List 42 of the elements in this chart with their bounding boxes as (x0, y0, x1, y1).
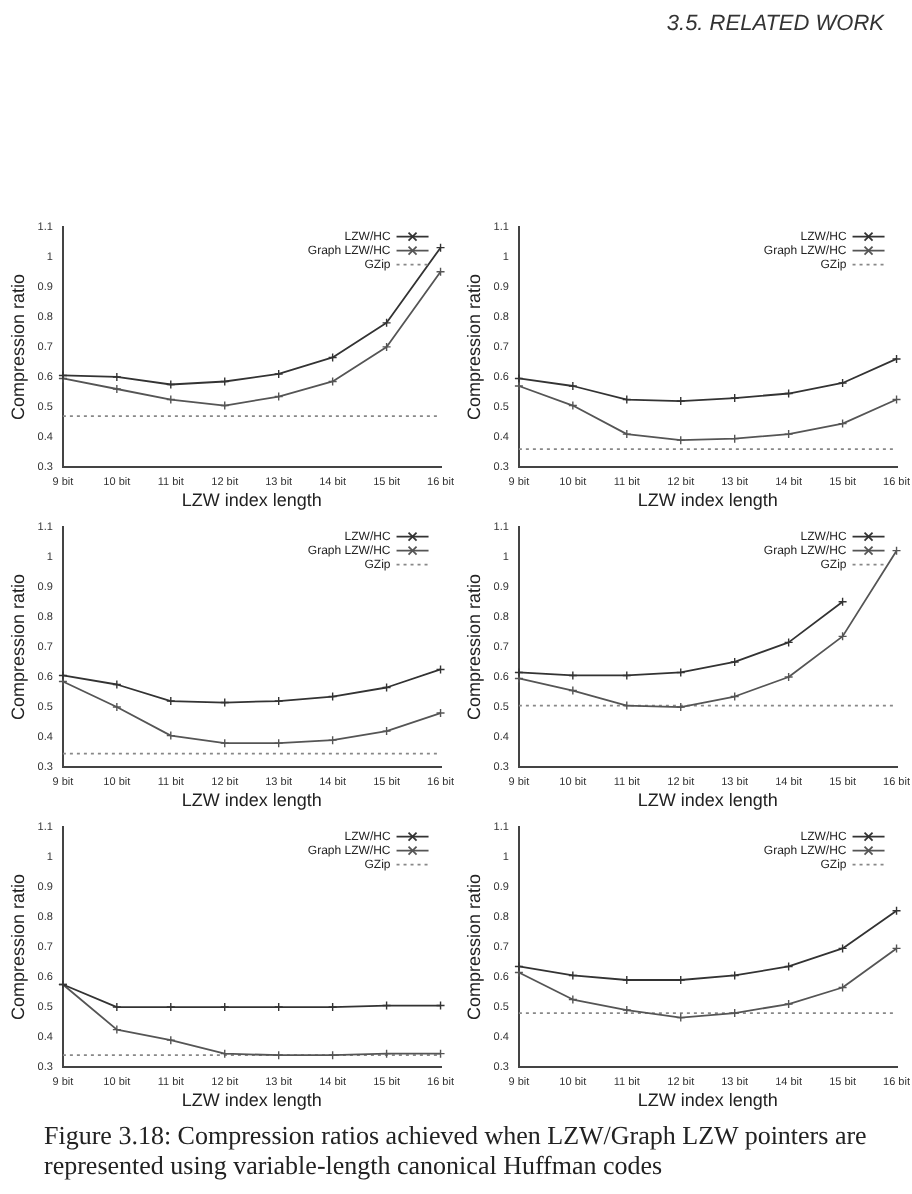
point (568, 670, 578, 681)
point (568, 685, 578, 696)
point (112, 1024, 122, 1035)
caption: Figure 3.18: Compression ratios achieved when LZW/Graph LZW pointers are represented using variable-length canonical Huffman codes (44, 1120, 869, 1180)
point (381, 318, 392, 328)
point (381, 342, 392, 352)
x-axis-title: LZW index length (181, 790, 322, 811)
x-axis-title: LZW index length (637, 1090, 778, 1111)
point (112, 1002, 122, 1012)
point (837, 378, 848, 388)
point (568, 994, 578, 1005)
x-axis-title: LZW index length (181, 490, 322, 511)
point (783, 672, 794, 682)
point (273, 696, 284, 706)
point (166, 1035, 176, 1045)
y-axis-title: Compression ratio (463, 573, 484, 720)
point (729, 657, 740, 667)
x-axis-title: LZW index length (637, 790, 778, 811)
point (166, 696, 176, 706)
point (273, 738, 284, 748)
point (676, 396, 686, 406)
point (273, 369, 284, 379)
point (112, 679, 122, 690)
point (622, 429, 632, 439)
point (783, 999, 794, 1009)
point (327, 1002, 338, 1012)
y-axis-title: Compression ratio (463, 273, 484, 420)
x-axis-title: LZW index length (637, 490, 778, 511)
y-axis-title: Compression ratio (7, 873, 28, 1020)
y-axis-title: Compression ratio (7, 573, 28, 720)
point (783, 429, 794, 439)
y-axis-title: Compression ratio (463, 873, 484, 1020)
point (327, 735, 338, 745)
x-axis-title: LZW index length (181, 1090, 322, 1111)
point (381, 726, 392, 736)
point (568, 970, 578, 981)
point (112, 702, 122, 712)
y-axis-title: Compression ratio (7, 273, 28, 420)
point (568, 400, 578, 411)
text: 3.5. RELATED WORK (666, 12, 884, 36)
point (676, 435, 686, 445)
point (729, 393, 740, 403)
